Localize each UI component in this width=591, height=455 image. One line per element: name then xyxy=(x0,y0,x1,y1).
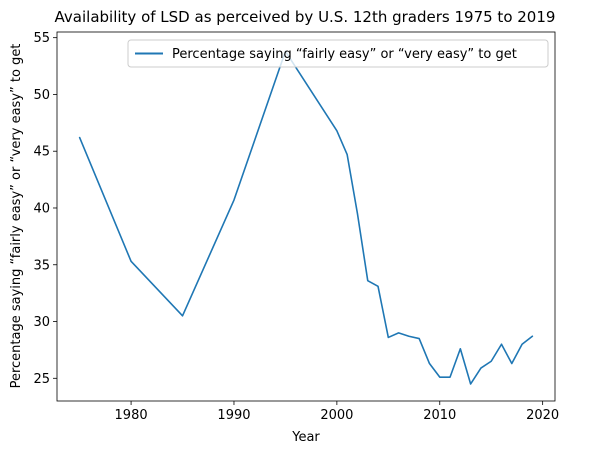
y-tick-label: 30 xyxy=(33,315,50,330)
plot-area xyxy=(56,31,556,402)
y-tick-label: 55 xyxy=(33,31,50,46)
y-tick-label: 35 xyxy=(33,258,50,273)
y-tick-label: 25 xyxy=(33,372,50,387)
x-axis: 1980 1990 2000 2010 2020 xyxy=(115,401,559,423)
legend: Percentage saying “fairly easy” or “very… xyxy=(127,39,549,68)
y-tick-label: 40 xyxy=(33,201,50,216)
series-line-0 xyxy=(78,50,534,385)
x-tick-label: 2020 xyxy=(526,408,559,423)
x-tick-label: 1980 xyxy=(115,408,148,423)
legend-box xyxy=(127,39,549,68)
y-axis: 25 30 35 40 45 50 55 xyxy=(33,31,57,387)
x-axis-label: Year xyxy=(291,430,320,445)
y-tick-label: 50 xyxy=(33,88,50,103)
y-axis-label: Percentage saying “fairly easy” or “very… xyxy=(9,44,24,389)
x-tick-label: 2010 xyxy=(423,408,456,423)
x-tick-label: 2000 xyxy=(320,408,353,423)
chart-title: Availability of LSD as perceived by U.S.… xyxy=(55,8,556,26)
legend-entry-label: Percentage saying “fairly easy” or “very… xyxy=(172,47,517,62)
x-tick-label: 1990 xyxy=(217,408,250,423)
axes-frame xyxy=(56,31,556,402)
series-layer xyxy=(78,50,534,385)
y-tick-label: 45 xyxy=(33,145,50,160)
